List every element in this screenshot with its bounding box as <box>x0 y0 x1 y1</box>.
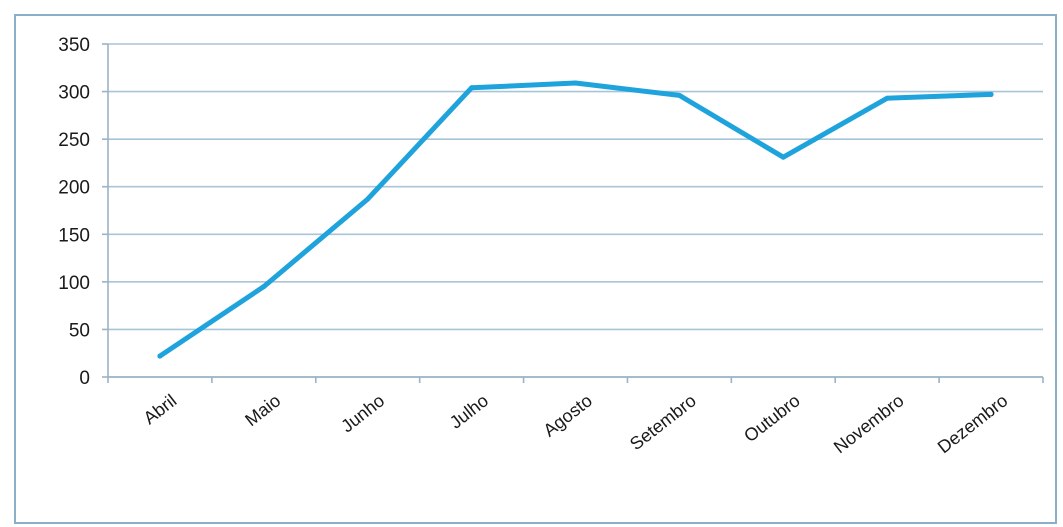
x-tick-label-novembro: Novembro <box>830 390 908 457</box>
x-axis-tick-labels: Abril Maio Junho Julho Agosto Setembro Outubro… <box>140 390 1012 457</box>
data-point-julho <box>469 85 475 91</box>
x-tick-label-setembro: Setembro <box>626 390 700 454</box>
data-point-novembro <box>884 95 890 101</box>
x-tick-label-junho: Junho <box>337 390 388 436</box>
data-point-outubro <box>780 154 786 160</box>
x-tick-label-julho: Julho <box>446 390 492 432</box>
x-tick-label-dezembro: Dezembro <box>934 390 1012 457</box>
y-tick-label: 100 <box>58 273 90 294</box>
y-tick-label: 250 <box>58 130 90 151</box>
y-tick-label: 150 <box>58 225 90 246</box>
series-line-0 <box>157 80 994 359</box>
axes <box>102 43 1044 383</box>
y-tick-label: 0 <box>79 368 90 389</box>
y-tick-label: 350 <box>58 35 90 56</box>
x-tick-label-maio: Maio <box>241 390 284 430</box>
x-tick-label-outubro: Outubro <box>740 390 804 446</box>
data-point-junho <box>365 196 371 202</box>
series-layer <box>157 80 994 359</box>
x-tick-label-agosto: Agosto <box>539 390 595 440</box>
x-tick-label-abril: Abril <box>140 390 181 428</box>
gridlines <box>108 43 1043 331</box>
y-tick-label: 50 <box>69 320 90 341</box>
data-point-agosto <box>573 80 578 86</box>
data-point-dezembro <box>988 91 994 97</box>
data-point-setembro <box>676 92 682 98</box>
data-point-maio <box>261 284 267 290</box>
y-tick-label: 300 <box>58 83 90 104</box>
data-point-abril <box>157 353 163 359</box>
y-axis-tick-labels: 0 50 100 150 200 250 300 350 <box>58 35 90 389</box>
y-tick-label: 200 <box>58 178 90 199</box>
